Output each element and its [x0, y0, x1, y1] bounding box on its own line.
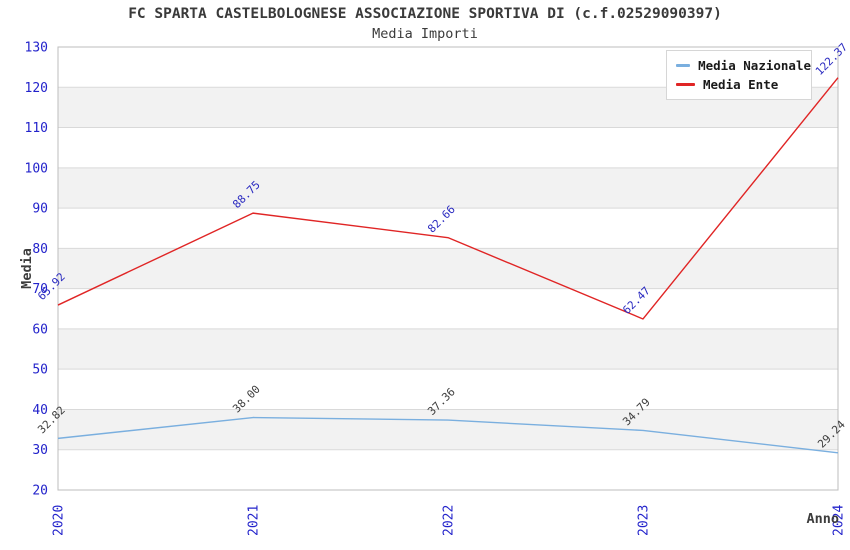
svg-text:2024: 2024 — [832, 505, 847, 536]
x-axis-tick-labels: 2020 2021 2022 2023 2024 — [52, 505, 847, 536]
svg-text:130: 130 — [25, 41, 48, 56]
svg-text:100: 100 — [25, 161, 48, 176]
svg-text:120: 120 — [25, 81, 48, 96]
media-nazionale-line-swatch — [676, 63, 691, 67]
svg-text:2022: 2022 — [442, 505, 457, 536]
svg-text:Media: Media — [19, 248, 35, 289]
legend-item-media-ente: Media Ente — [667, 77, 811, 92]
svg-text:60: 60 — [32, 322, 48, 337]
axis-titles: Media Anno — [19, 248, 839, 527]
svg-text:122.37: 122.37 — [813, 41, 850, 78]
svg-text:110: 110 — [25, 121, 48, 136]
plot-frame — [57, 46, 839, 491]
legend-label: Media Nazionale — [698, 57, 811, 73]
svg-text:Anno: Anno — [806, 511, 839, 527]
chart-subtitle: Media Importi — [372, 26, 478, 42]
svg-text:80: 80 — [32, 242, 48, 257]
svg-text:20: 20 — [32, 484, 48, 499]
legend-label: Media Ente — [703, 77, 779, 93]
svg-text:50: 50 — [32, 363, 48, 378]
svg-text:90: 90 — [32, 202, 48, 217]
svg-text:30: 30 — [32, 443, 48, 458]
legend: Media Nazionale Media Ente — [666, 50, 812, 100]
svg-text:70: 70 — [32, 282, 48, 297]
data-lines — [57, 77, 839, 454]
media-ente-line-swatch — [676, 83, 695, 87]
svg-text:2021: 2021 — [247, 505, 262, 536]
chart-title: FC SPARTA CASTELBOLOGNESE ASSOCIAZIONE S… — [128, 6, 722, 22]
svg-text:2020: 2020 — [52, 505, 67, 536]
svg-text:40: 40 — [32, 403, 48, 418]
svg-text:2023: 2023 — [637, 505, 652, 536]
y-axis-tick-labels: 20 30 40 50 60 70 80 90 100 110 120 130 — [25, 41, 48, 499]
legend-item-media-nazionale: Media Nazionale — [667, 58, 811, 73]
